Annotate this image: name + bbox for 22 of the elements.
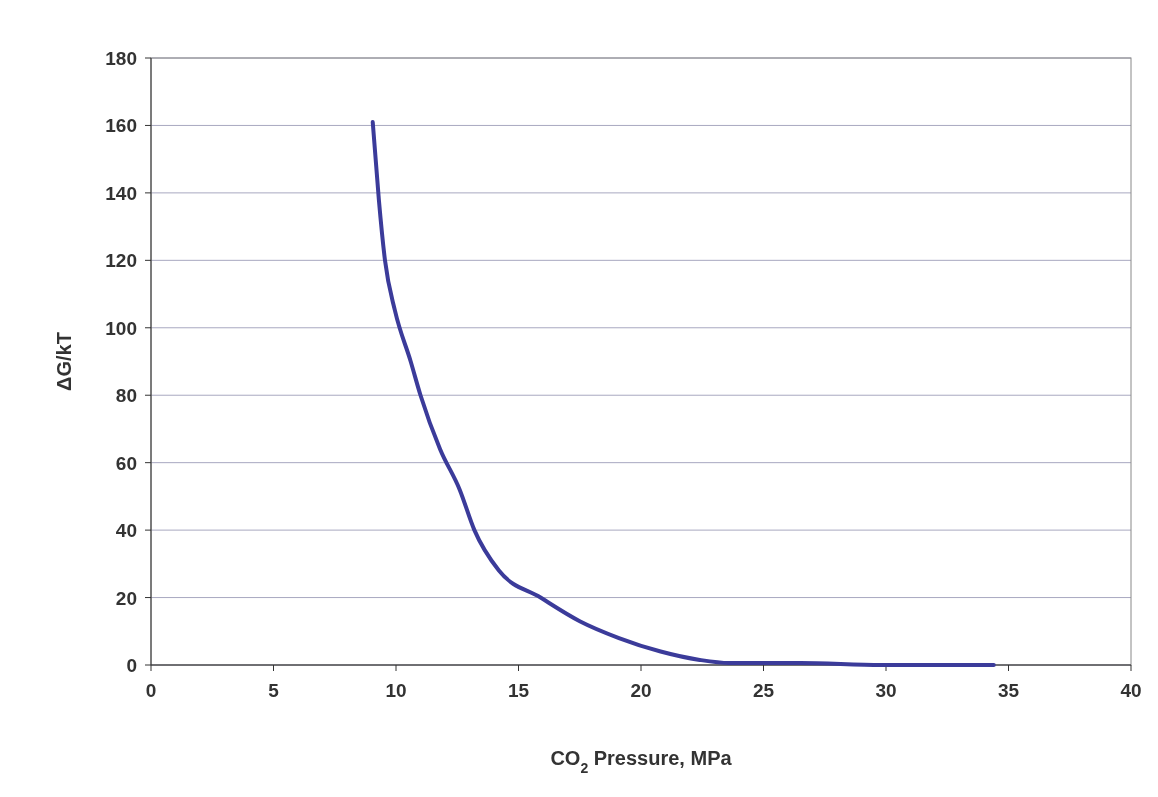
- y-tick-label: 40: [115, 520, 137, 542]
- x-tick-label: 30: [875, 680, 897, 701]
- x-tick-label: 10: [385, 680, 407, 701]
- x-axis-title: CO$_{2}$ Pressure, MPa: [550, 747, 733, 776]
- x-tick-label: 25: [752, 680, 775, 701]
- y-tick-label: 80: [115, 385, 137, 407]
- y-tick-label: 60: [115, 452, 137, 474]
- y-axis-title: ΔG/kT: [53, 332, 75, 391]
- line-series: [370, 120, 996, 667]
- x-tick-label: 15: [507, 680, 530, 701]
- y-tick-label: 0: [126, 655, 137, 676]
- x-tick-label: 20: [630, 680, 652, 701]
- x-tick-label: 0: [145, 680, 157, 701]
- x-tick-label: 35: [997, 680, 1020, 701]
- y-tick-label: 180: [105, 48, 137, 69]
- y-tick-label: 160: [105, 115, 137, 137]
- x-tick-label: 40: [1120, 680, 1142, 701]
- y-tick-label: 100: [105, 317, 137, 339]
- y-tick-label: 120: [105, 250, 137, 272]
- y-tick-label: 140: [105, 182, 137, 204]
- y-tick-label: 20: [115, 587, 137, 609]
- x-tick-label: 5: [268, 680, 280, 701]
